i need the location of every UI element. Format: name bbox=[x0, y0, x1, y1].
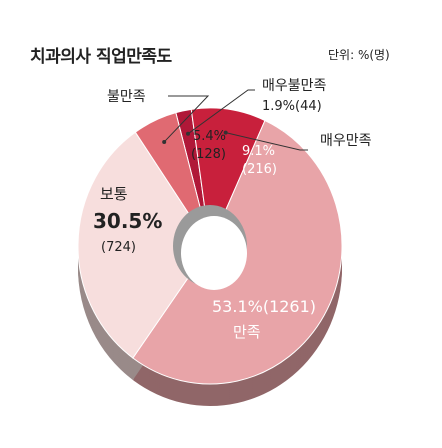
label-satisfied: 만족 bbox=[233, 323, 261, 341]
leader-very-dissatisfied-dot bbox=[186, 131, 191, 136]
unit-label: 단위: %(명) bbox=[328, 48, 390, 62]
slice-labels: 불만족 5.4% (128) 매우불만족 1.9%(44) 매우만족 9.1% (216) 보통… bbox=[93, 78, 372, 341]
leader-very-dissatisfied bbox=[187, 89, 255, 135]
value-very-satisfied-percent: 9.1% bbox=[242, 144, 275, 159]
donut-hole bbox=[173, 205, 247, 290]
value-very-dissatisfied: 1.9%(44) bbox=[262, 99, 322, 114]
label-dissatisfied: 불만족 bbox=[107, 89, 146, 105]
leader-very-satisfied-dot bbox=[223, 130, 228, 135]
value-dissatisfied-count: (128) bbox=[191, 147, 226, 162]
leader-dissatisfied-dot bbox=[162, 139, 167, 144]
label-very-dissatisfied: 매우불만족 bbox=[262, 78, 327, 94]
leader-very-satisfied bbox=[225, 132, 308, 151]
hole-opening bbox=[181, 216, 247, 290]
label-very-satisfied: 매우만족 bbox=[320, 133, 372, 149]
leader-lines bbox=[162, 89, 308, 151]
value-very-satisfied-count: (216) bbox=[242, 162, 277, 177]
chart-title: 치과의사 직업만족도 bbox=[30, 47, 172, 67]
value-satisfied: 53.1%(1261) bbox=[212, 297, 316, 316]
value-neutral-percent: 30.5% bbox=[93, 209, 162, 233]
label-neutral: 보통 bbox=[100, 185, 128, 203]
leader-dissatisfied bbox=[163, 95, 210, 143]
value-neutral-count: (724) bbox=[101, 240, 136, 255]
slice-보통 bbox=[77, 131, 211, 359]
value-dissatisfied-percent: 5.4% bbox=[193, 129, 226, 144]
